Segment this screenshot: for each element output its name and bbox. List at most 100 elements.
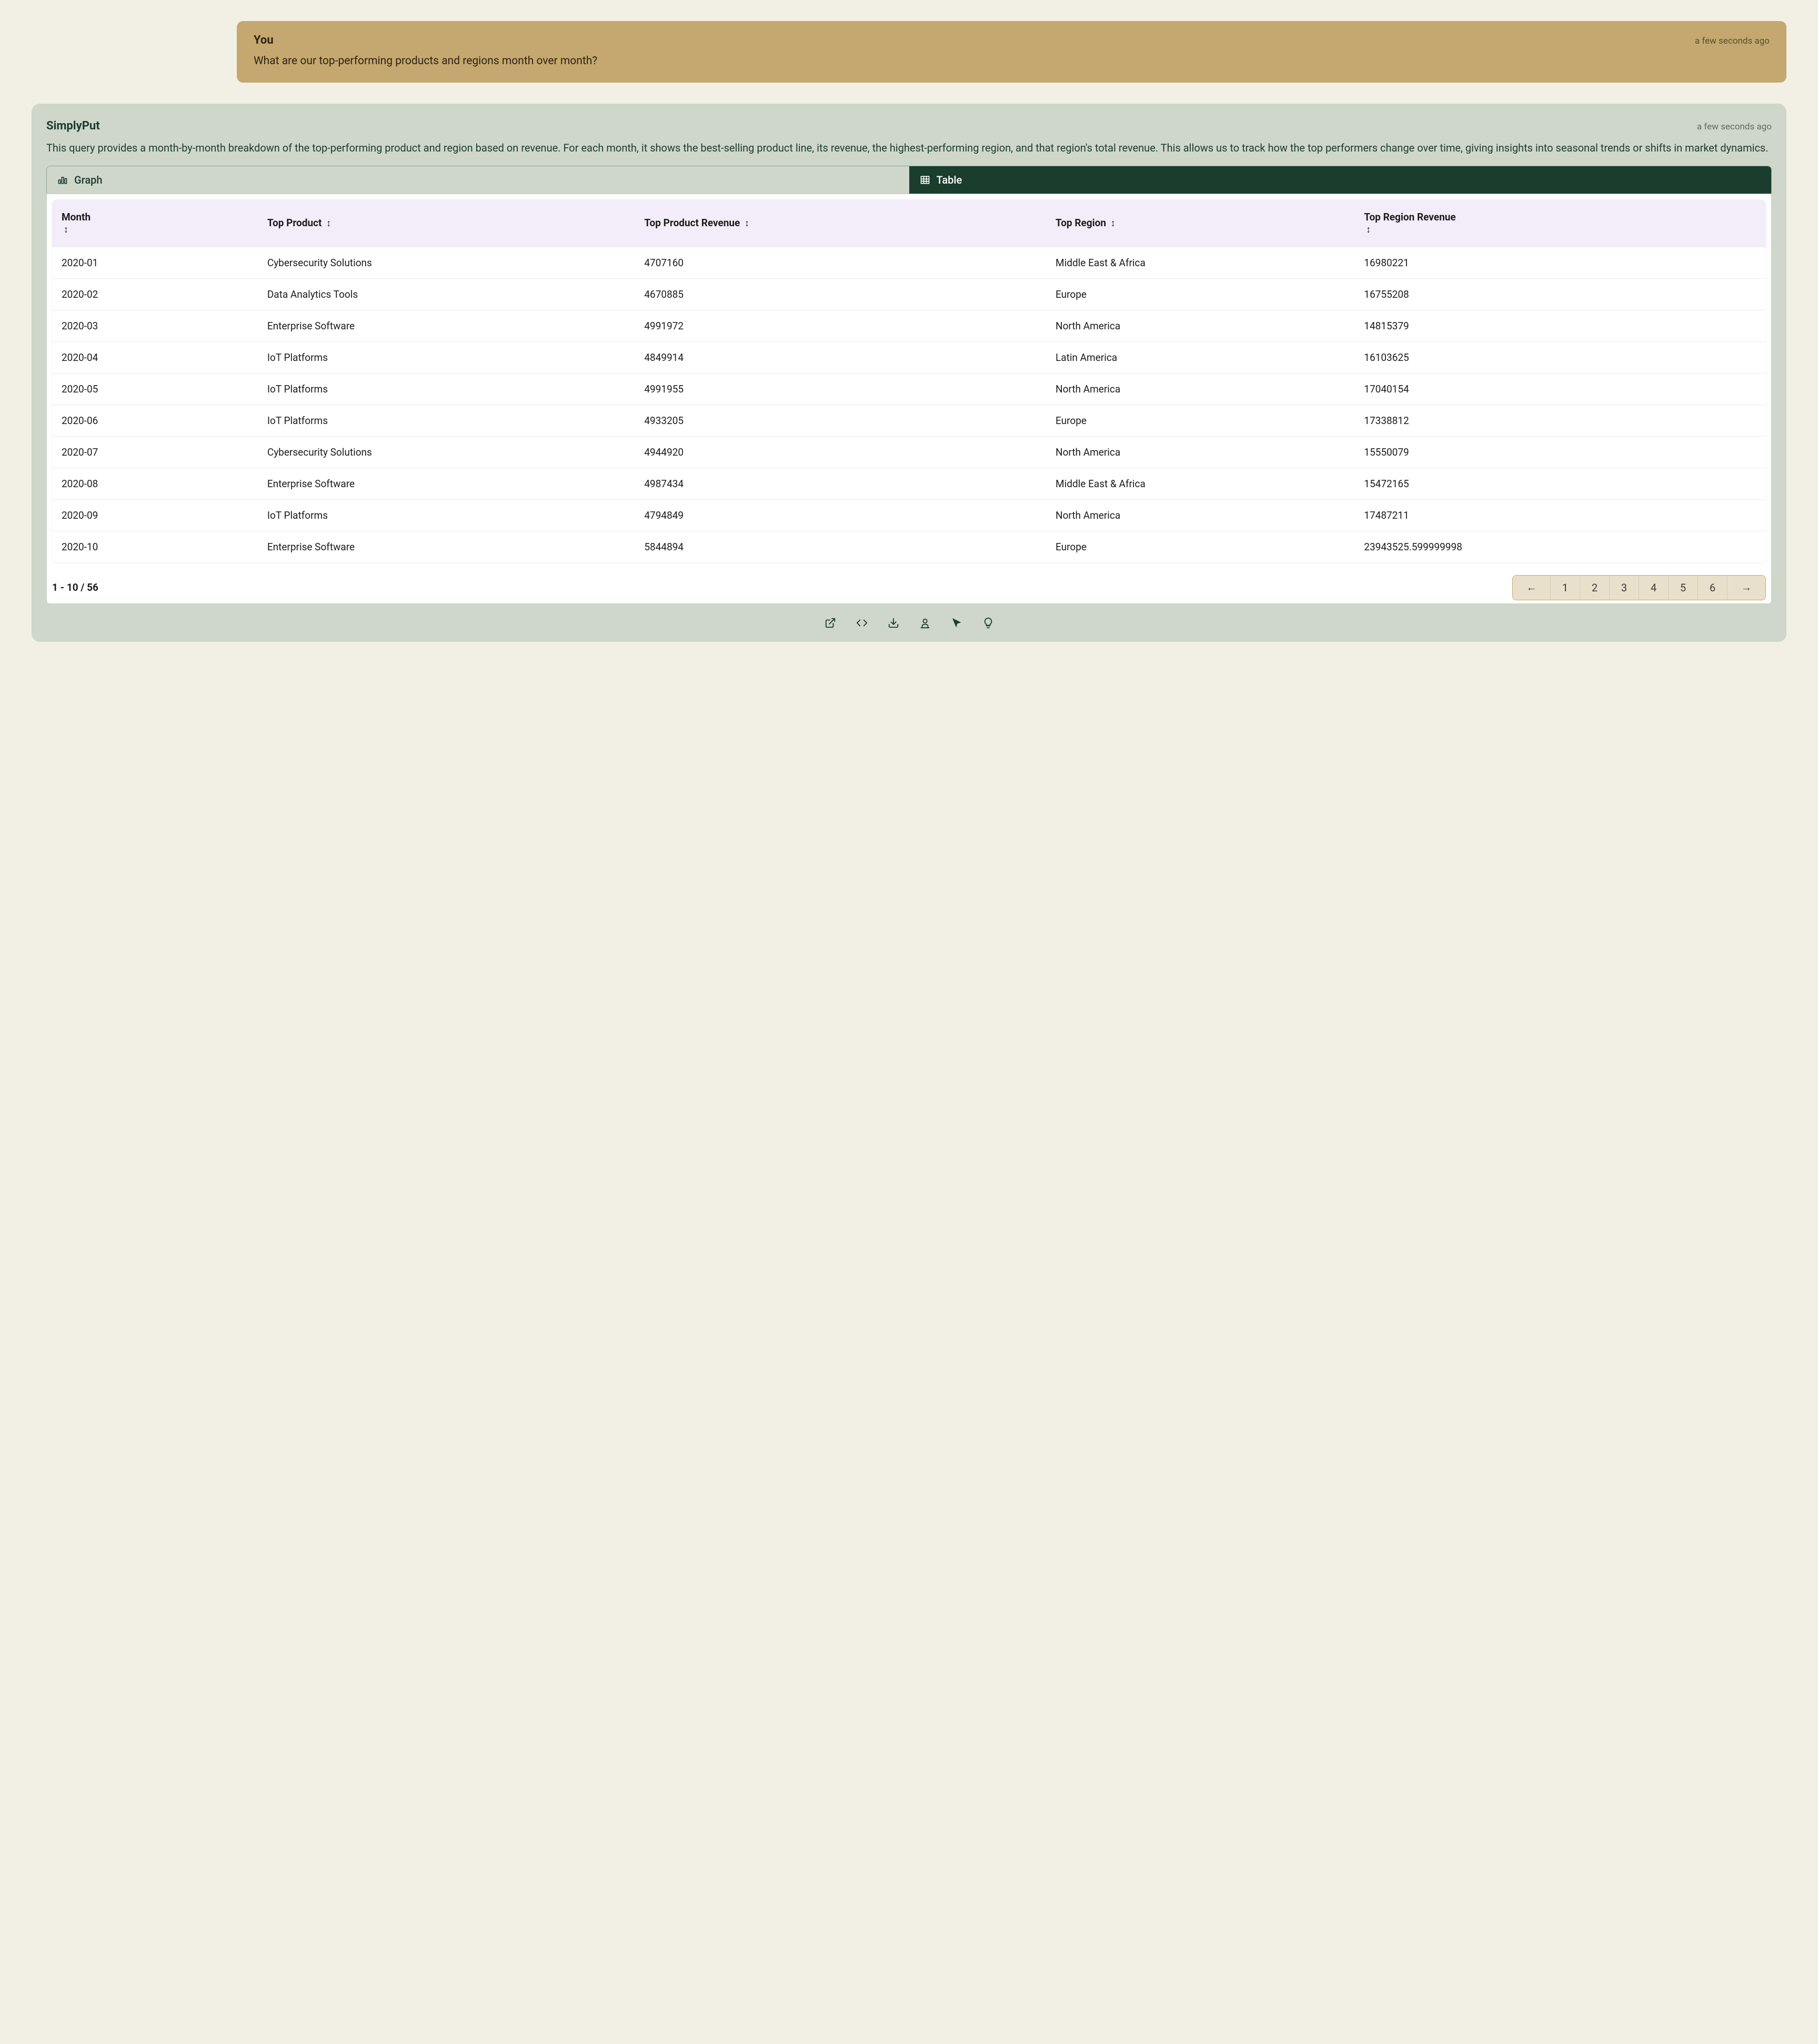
table-cell: Latin America [1046, 341, 1354, 373]
table-cell: IoT Platforms [258, 341, 635, 373]
table-cell: 4991955 [635, 373, 1046, 405]
table-cell: 2020-02 [52, 278, 258, 310]
table-row: 2020-09IoT Platforms4794849North America… [52, 499, 1766, 531]
page-4-button[interactable]: 4 [1639, 576, 1669, 600]
response-timestamp: a few seconds ago [1697, 122, 1772, 132]
table-cell: 4991972 [635, 310, 1046, 341]
tab-table[interactable]: Table [909, 166, 1772, 194]
column-header-top-region-revenue[interactable]: Top Region Revenue ↕ [1354, 199, 1766, 247]
response-body-text: This query provides a month-by-month bre… [46, 140, 1772, 156]
table-cell: IoT Platforms [258, 373, 635, 405]
pagination-range: 1 - 10 / 56 [52, 581, 98, 593]
table-cell: IoT Platforms [258, 405, 635, 436]
table-cell: 2020-08 [52, 468, 258, 499]
table-row: 2020-06IoT Platforms4933205Europe1733881… [52, 405, 1766, 436]
table-cell: 15550079 [1354, 436, 1766, 468]
column-header-month[interactable]: Month ↕ [52, 199, 258, 247]
user-question-text: What are our top-performing products and… [254, 53, 1770, 70]
table-cell: 2020-01 [52, 247, 258, 278]
action-bar [46, 617, 1772, 629]
table-cell: 16103625 [1354, 341, 1766, 373]
table-cell: 2020-05 [52, 373, 258, 405]
table-cell: 4849914 [635, 341, 1046, 373]
sort-icon: ↕ [326, 218, 331, 229]
table-panel: Month ↕ Top Product ↕ Top Product Revenu… [46, 194, 1772, 604]
view-tabs: Graph Table [46, 166, 1772, 194]
table-cell: 2020-09 [52, 499, 258, 531]
table-cell: Middle East & Africa [1046, 247, 1354, 278]
lightbulb-icon[interactable] [982, 617, 995, 629]
table-row: 2020-01Cybersecurity Solutions4707160Mid… [52, 247, 1766, 278]
data-table: Month ↕ Top Product ↕ Top Product Revenu… [52, 199, 1766, 562]
table-cell: Enterprise Software [258, 531, 635, 562]
table-cell: 4794849 [635, 499, 1046, 531]
table-cell: 16980221 [1354, 247, 1766, 278]
column-header-top-product-revenue[interactable]: Top Product Revenue ↕ [635, 199, 1046, 247]
table-icon [920, 175, 930, 185]
sort-icon: ↕ [745, 218, 749, 229]
paginator: ← 1 2 3 4 5 6 → [1512, 575, 1766, 600]
table-cell: Middle East & Africa [1046, 468, 1354, 499]
table-cell: North America [1046, 373, 1354, 405]
table-cell: 23943525.599999998 [1354, 531, 1766, 562]
table-cell: 17487211 [1354, 499, 1766, 531]
table-cell: North America [1046, 310, 1354, 341]
sort-icon: ↕ [1111, 218, 1116, 229]
table-cell: 17338812 [1354, 405, 1766, 436]
tab-graph-label: Graph [74, 174, 102, 186]
tab-graph[interactable]: Graph [47, 166, 909, 194]
table-cell: 4933205 [635, 405, 1046, 436]
table-cell: Enterprise Software [258, 468, 635, 499]
response-title: SimplyPut [46, 119, 100, 133]
sort-icon: ↕ [64, 224, 68, 235]
bar-chart-icon [57, 175, 68, 185]
table-header-row: Month ↕ Top Product ↕ Top Product Revenu… [52, 199, 1766, 247]
table-cell: Europe [1046, 531, 1354, 562]
table-cell: Europe [1046, 278, 1354, 310]
table-row: 2020-08Enterprise Software4987434Middle … [52, 468, 1766, 499]
table-cell: 16755208 [1354, 278, 1766, 310]
table-cell: IoT Platforms [258, 499, 635, 531]
save-user-icon[interactable] [919, 617, 931, 629]
table-cell: Europe [1046, 405, 1354, 436]
sort-icon: ↕ [1366, 224, 1371, 235]
table-cell: North America [1046, 499, 1354, 531]
column-header-top-product[interactable]: Top Product ↕ [258, 199, 635, 247]
table-cell: 17040154 [1354, 373, 1766, 405]
page-6-button[interactable]: 6 [1698, 576, 1727, 600]
page-1-button[interactable]: 1 [1551, 576, 1580, 600]
table-cell: 5844894 [635, 531, 1046, 562]
table-footer: 1 - 10 / 56 ← 1 2 3 4 5 6 → [47, 568, 1771, 603]
table-cell: 4707160 [635, 247, 1046, 278]
table-row: 2020-04IoT Platforms4849914Latin America… [52, 341, 1766, 373]
table-cell: 4987434 [635, 468, 1046, 499]
table-cell: 2020-06 [52, 405, 258, 436]
page-5-button[interactable]: 5 [1669, 576, 1698, 600]
table-cell: 2020-10 [52, 531, 258, 562]
table-cell: 14815379 [1354, 310, 1766, 341]
table-cell: North America [1046, 436, 1354, 468]
page-2-button[interactable]: 2 [1580, 576, 1610, 600]
page-next-button[interactable]: → [1727, 576, 1765, 600]
column-header-top-region[interactable]: Top Region ↕ [1046, 199, 1354, 247]
user-timestamp: a few seconds ago [1695, 36, 1770, 46]
cursor-icon[interactable] [950, 617, 963, 629]
table-row: 2020-07Cybersecurity Solutions4944920Nor… [52, 436, 1766, 468]
table-cell: Cybersecurity Solutions [258, 247, 635, 278]
page-3-button[interactable]: 3 [1610, 576, 1639, 600]
response-card: SimplyPut a few seconds ago This query p… [32, 104, 1786, 642]
table-cell: Data Analytics Tools [258, 278, 635, 310]
table-cell: Cybersecurity Solutions [258, 436, 635, 468]
table-cell: Enterprise Software [258, 310, 635, 341]
table-cell: 2020-07 [52, 436, 258, 468]
table-row: 2020-03Enterprise Software4991972North A… [52, 310, 1766, 341]
download-icon[interactable] [887, 617, 900, 629]
table-row: 2020-05IoT Platforms4991955North America… [52, 373, 1766, 405]
table-cell: 4670885 [635, 278, 1046, 310]
table-cell: 2020-04 [52, 341, 258, 373]
table-row: 2020-02Data Analytics Tools4670885Europe… [52, 278, 1766, 310]
table-cell: 15472165 [1354, 468, 1766, 499]
open-external-icon[interactable] [824, 617, 837, 629]
code-icon[interactable] [856, 617, 868, 629]
page-prev-button[interactable]: ← [1513, 576, 1551, 600]
